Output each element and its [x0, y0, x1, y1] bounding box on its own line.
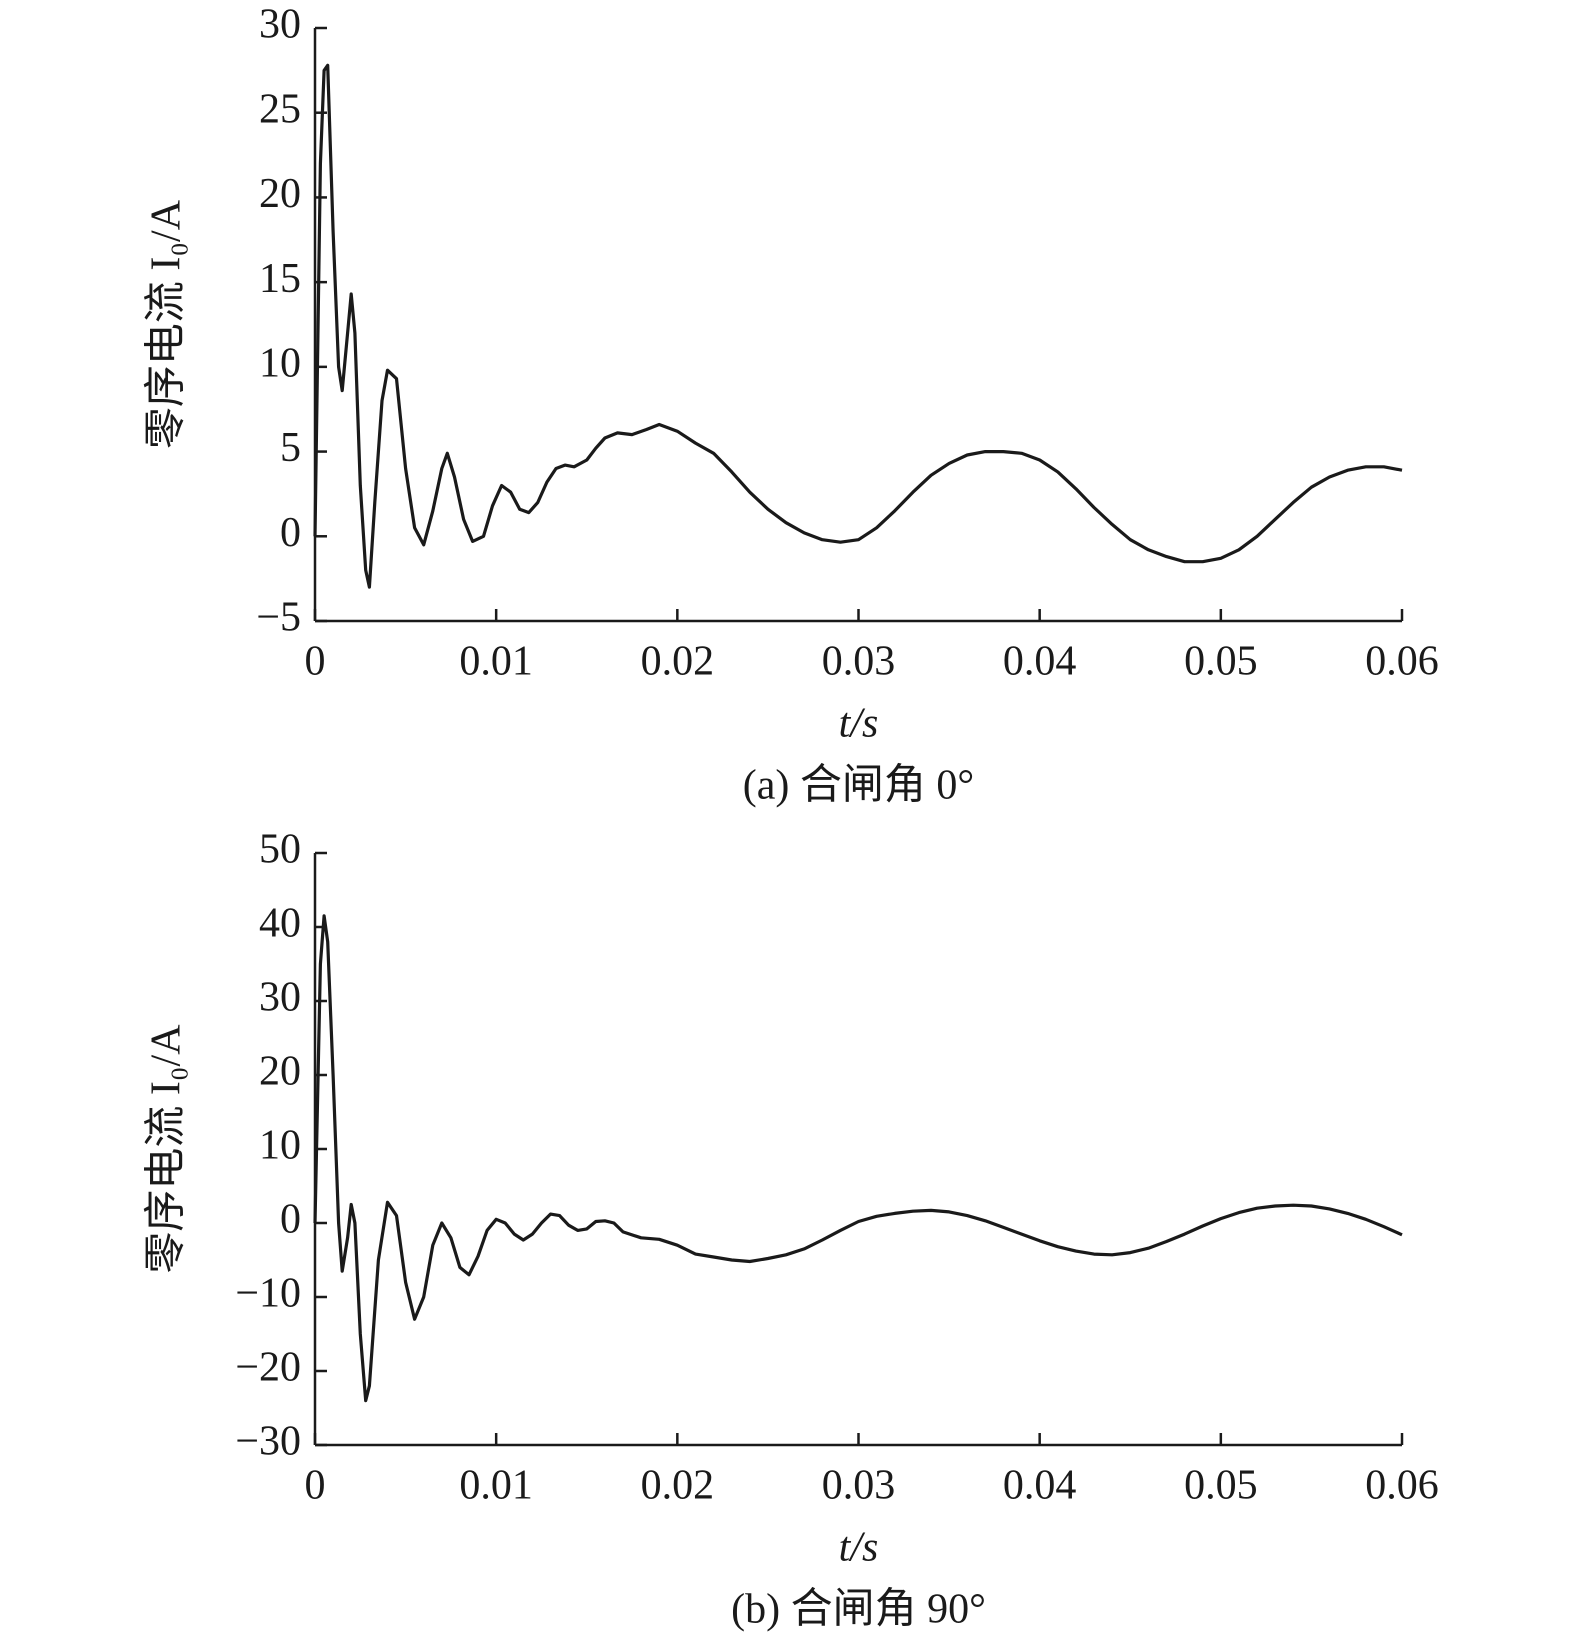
- y-tick-label: 30: [259, 975, 301, 1021]
- y-tick-label: −20: [235, 1345, 301, 1391]
- y-axis-label: 零序电流 I₀/A: [144, 199, 190, 449]
- x-tick-label: 0.04: [1003, 639, 1077, 685]
- y-tick-label: 20: [259, 1049, 301, 1095]
- x-tick-label: 0.05: [1184, 639, 1258, 685]
- y-tick-label: 50: [259, 827, 301, 873]
- x-tick-label: 0.01: [459, 1463, 533, 1509]
- y-tick-label: 25: [259, 86, 301, 132]
- x-tick-label: 0: [305, 639, 326, 685]
- y-tick-label: −30: [235, 1419, 301, 1465]
- y-tick-label: 5: [280, 425, 301, 471]
- y-tick-label: 15: [259, 256, 301, 302]
- y-tick-label: 30: [259, 2, 301, 48]
- x-tick-label: 0.06: [1365, 1463, 1439, 1509]
- x-tick-label: 0.06: [1365, 639, 1439, 685]
- x-tick-label: 0.03: [822, 639, 896, 685]
- y-tick-label: −5: [256, 595, 301, 641]
- curve: [313, 914, 1403, 1403]
- y-tick-label: 10: [259, 1123, 301, 1169]
- y-tick-label: 0: [280, 510, 301, 556]
- x-tick-label: 0.04: [1003, 1463, 1077, 1509]
- panel-caption: (a) 合闸角 0°: [743, 763, 974, 809]
- y-tick-label: 0: [280, 1197, 301, 1243]
- x-tick-label: 0: [305, 1463, 326, 1509]
- x-axis-label: t/s: [839, 701, 879, 747]
- x-tick-label: 0.02: [641, 639, 715, 685]
- y-axis-label: 零序电流 I₀/A: [144, 1024, 190, 1274]
- y-tick-label: −10: [235, 1271, 301, 1317]
- panel-caption: (b) 合闸角 90°: [731, 1587, 986, 1633]
- y-tick-label: 40: [259, 901, 301, 947]
- x-tick-label: 0.03: [822, 1463, 896, 1509]
- curve: [313, 63, 1403, 589]
- x-axis-label: t/s: [839, 1525, 879, 1571]
- x-tick-label: 0.01: [459, 639, 533, 685]
- y-tick-label: 20: [259, 171, 301, 217]
- x-tick-label: 0.05: [1184, 1463, 1258, 1509]
- x-tick-label: 0.02: [641, 1463, 715, 1509]
- y-tick-label: 10: [259, 340, 301, 386]
